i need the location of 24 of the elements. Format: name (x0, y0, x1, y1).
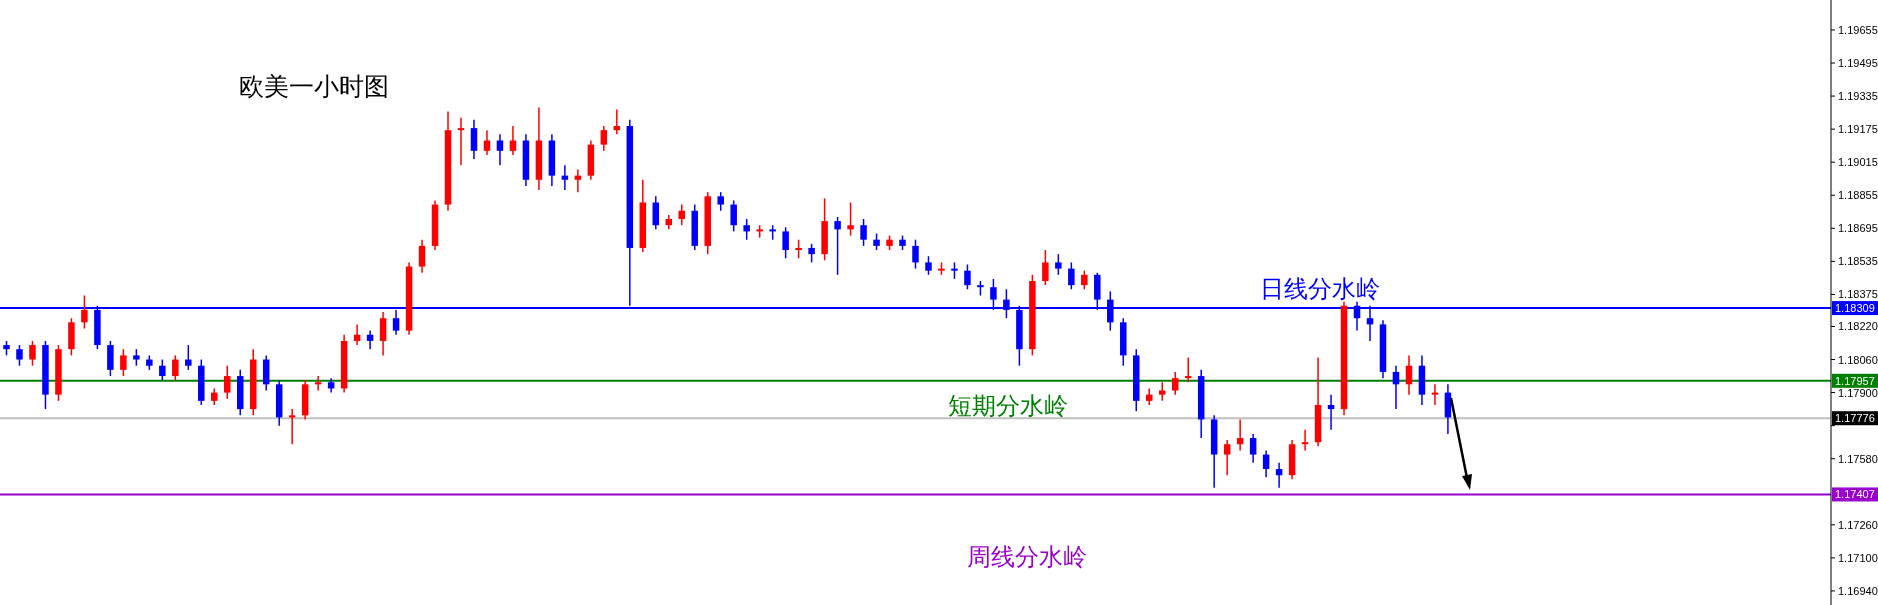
y-tick-label: 1.18535 (1838, 255, 1878, 268)
ref-label: 1.17407 (1832, 487, 1878, 502)
y-tick-label: 1.16940 (1838, 584, 1878, 597)
y-tick-label: 1.19495 (1838, 57, 1878, 70)
annotation: 短期分水岭 (948, 391, 1068, 420)
annotation: 周线分水岭 (967, 543, 1087, 572)
ref-label: 1.17776 (1832, 411, 1878, 426)
y-tick-label: 1.17900 (1838, 386, 1878, 399)
y-tick-label: 1.18060 (1838, 353, 1878, 366)
y-tick-label: 1.19175 (1838, 123, 1878, 136)
annotation: 日线分水岭 (1260, 275, 1380, 304)
y-tick-label: 1.18695 (1838, 222, 1878, 235)
y-tick-label: 1.18375 (1838, 288, 1878, 301)
y-tick-label: 1.17100 (1838, 551, 1878, 564)
y-tick-label: 1.18220 (1838, 320, 1878, 333)
y-tick-label: 1.17580 (1838, 452, 1878, 465)
y-tick-label: 1.18855 (1838, 189, 1878, 202)
text: 欧美一小时图 (239, 72, 389, 101)
y-tick-label: 1.19655 (1838, 23, 1878, 36)
y-tick-label: 1.19335 (1838, 90, 1878, 103)
y-tick-label: 1.17260 (1838, 518, 1878, 531)
ref-label: 1.17957 (1832, 373, 1878, 388)
y-tick-label: 1.19015 (1838, 156, 1878, 169)
ref-label: 1.18309 (1832, 301, 1878, 316)
